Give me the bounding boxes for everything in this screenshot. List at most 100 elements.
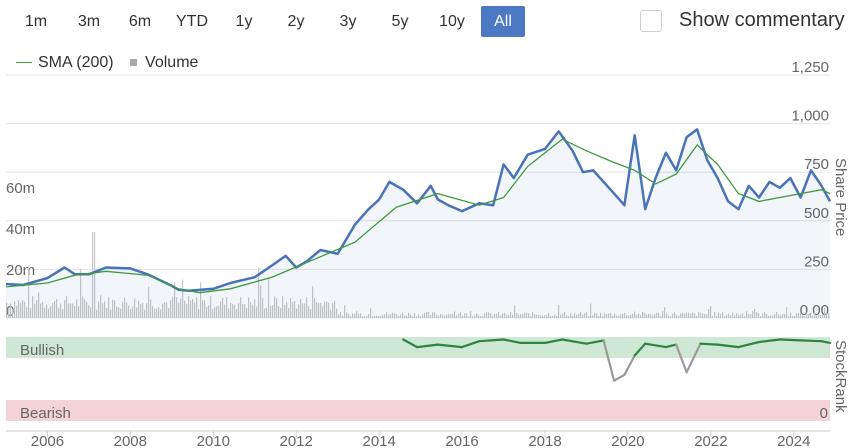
volume-bar <box>110 309 112 318</box>
volume-bar <box>476 313 478 318</box>
volume-bar <box>136 307 138 318</box>
volume-bar <box>116 306 118 318</box>
range-button-2y[interactable]: 2y <box>287 13 305 30</box>
volume-bar <box>176 297 178 318</box>
volume-bar <box>612 315 614 318</box>
volume-bar <box>378 315 380 318</box>
volume-bar <box>826 312 828 318</box>
commentary-label: Show commentary <box>679 9 845 31</box>
stockrank-segment <box>436 343 464 349</box>
volume-bar <box>248 297 250 318</box>
volume-bar <box>12 308 14 318</box>
volume-bar <box>414 313 416 318</box>
volume-bar <box>518 314 520 318</box>
range-button-6m[interactable]: 6m <box>128 13 152 30</box>
volume-bar <box>244 304 246 318</box>
volume-bar <box>458 313 460 318</box>
volume-bar <box>438 315 440 318</box>
volume-bar <box>412 316 414 318</box>
volume-bar <box>430 315 432 318</box>
volume-bar <box>464 312 466 318</box>
volume-bar <box>510 312 512 318</box>
volume-bar <box>222 297 224 318</box>
volume-bar <box>798 313 800 318</box>
volume-bar <box>132 306 134 318</box>
volume-bar <box>732 312 734 318</box>
volume-bar <box>424 312 426 318</box>
volume-bar <box>326 301 328 318</box>
volume-bar <box>294 301 296 318</box>
volume-bar <box>810 314 812 318</box>
volume-bar <box>54 301 56 318</box>
stockrank-segment <box>460 340 481 349</box>
volume-bar <box>380 315 382 318</box>
stockrank-segment <box>644 342 668 349</box>
volume-bar <box>594 312 596 318</box>
volume-bar <box>504 312 506 318</box>
range-button-5y[interactable]: 5y <box>391 13 409 30</box>
volume-bar <box>422 314 424 318</box>
volume-bar <box>420 316 422 318</box>
legend-sma[interactable]: SMA (200) <box>16 54 114 72</box>
legend-volume[interactable]: Volume <box>130 54 198 72</box>
range-button-1m[interactable]: 1m <box>24 13 48 30</box>
volume-bar <box>140 304 142 318</box>
volume-bar <box>656 312 658 318</box>
volume-bar <box>214 307 216 318</box>
stockrank-axis-title: StockRank <box>832 340 849 413</box>
volume-bar <box>536 314 538 318</box>
share-price-axis-title: Share Price <box>832 158 849 236</box>
volume-bar <box>338 314 340 318</box>
volume-bar <box>100 295 102 318</box>
range-button-ytd[interactable]: YTD <box>176 13 208 30</box>
volume-bar <box>756 312 758 318</box>
volume-tick-label: 60m <box>6 180 35 197</box>
y-tick-label: 250 <box>804 253 829 270</box>
y-tick-label: 1,000 <box>791 108 829 125</box>
volume-bar <box>754 308 756 318</box>
volume-bar <box>60 303 62 318</box>
volume-bar <box>676 315 678 318</box>
range-button-3y[interactable]: 3y <box>339 13 357 30</box>
range-button-10y[interactable]: 10y <box>439 13 465 30</box>
volume-bar <box>624 312 626 318</box>
volume-bar <box>52 303 54 318</box>
volume-bar <box>684 313 686 318</box>
volume-bar <box>448 314 450 318</box>
volume-bar <box>104 301 106 318</box>
volume-bar <box>788 315 790 318</box>
range-button-3m[interactable]: 3m <box>77 13 101 30</box>
x-tick-label: 2024 <box>777 433 810 448</box>
volume-bar <box>814 312 816 318</box>
volume-bar <box>472 316 474 318</box>
volume-bar <box>364 315 366 318</box>
volume-bar <box>44 307 46 318</box>
volume-bar <box>568 316 570 318</box>
volume-bar <box>232 304 234 318</box>
volume-bar <box>446 314 448 318</box>
range-button-all[interactable]: All <box>481 6 525 37</box>
volume-bar <box>316 302 318 318</box>
volume-bar <box>668 315 670 318</box>
volume-bar <box>730 315 732 318</box>
volume-bar <box>22 300 24 318</box>
commentary-checkbox[interactable] <box>640 10 662 32</box>
volume-bar <box>50 306 52 318</box>
volume-bar <box>266 307 268 318</box>
volume-bar <box>328 302 330 318</box>
volume-bar <box>64 300 66 318</box>
volume-bar <box>752 311 754 318</box>
volume-bar <box>332 303 334 318</box>
volume-bar <box>818 314 820 318</box>
x-tick-label: 2010 <box>197 433 230 448</box>
volume-bar <box>648 313 650 318</box>
y-tick-label: 1,250 <box>791 59 829 76</box>
range-button-1y[interactable]: 1y <box>235 13 253 30</box>
volume-bar <box>590 303 592 318</box>
volume-bar <box>634 311 636 318</box>
volume-bar <box>250 302 252 318</box>
volume-bar <box>802 314 804 318</box>
sma-200-line <box>5 138 831 294</box>
volume-bar <box>48 308 50 318</box>
volume-bar <box>228 308 230 318</box>
